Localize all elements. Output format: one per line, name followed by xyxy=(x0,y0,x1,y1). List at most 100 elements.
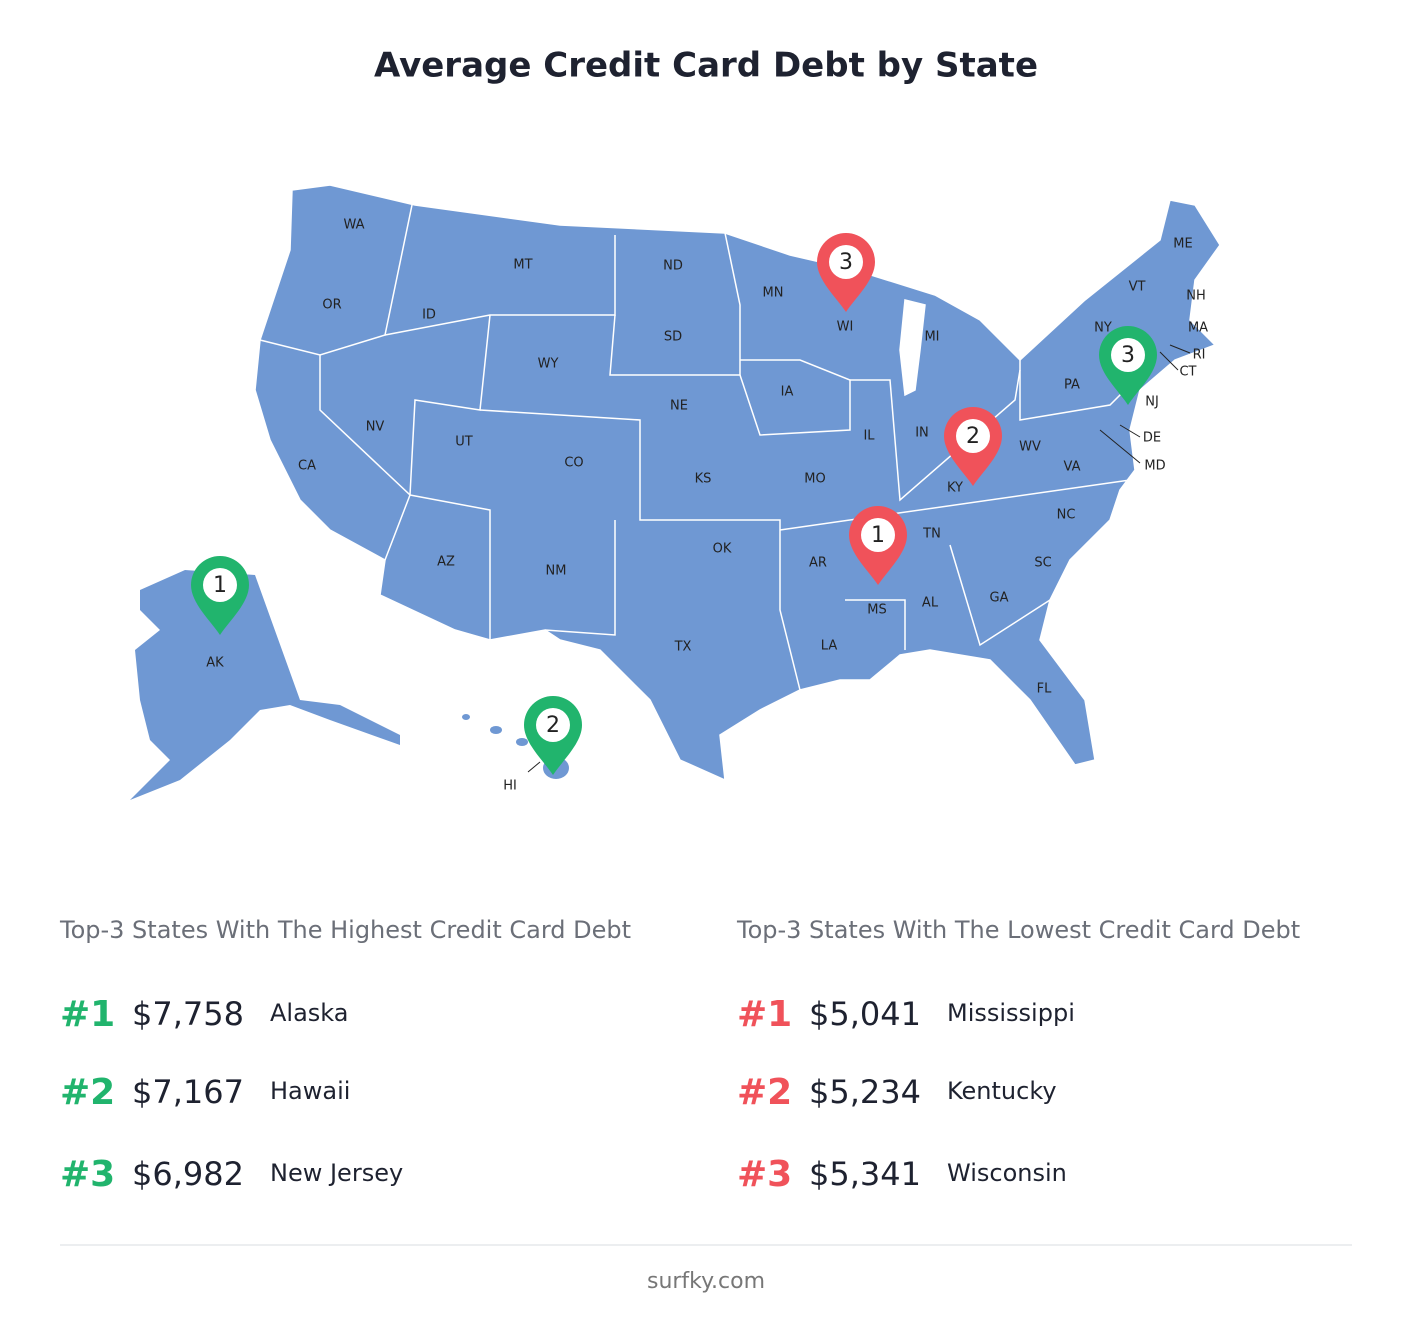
state-label: WA xyxy=(343,218,364,233)
state-label: MT xyxy=(513,258,532,273)
rank: #2 xyxy=(737,1072,792,1113)
leader-lines xyxy=(527,344,1191,773)
state-label: VA xyxy=(1064,460,1081,475)
state-label: WV xyxy=(1019,440,1041,455)
state-name: Hawaii xyxy=(270,1077,350,1105)
state-label: IA xyxy=(781,385,794,400)
state-label: KY xyxy=(947,481,963,496)
state-label: AR xyxy=(809,556,827,571)
state-label: TX xyxy=(674,640,692,655)
state-label: MS xyxy=(867,603,886,618)
leader xyxy=(1099,429,1141,464)
amount: $5,234 xyxy=(809,1073,921,1111)
state-label: MN xyxy=(763,286,784,301)
state-label: CA xyxy=(298,459,316,474)
pin-center xyxy=(861,518,895,552)
state-borders xyxy=(949,544,1051,647)
state-label: NH xyxy=(1186,289,1206,304)
list-heading: Top-3 States With The Lowest Credit Card… xyxy=(736,916,1300,944)
map-pin: 3 xyxy=(1099,326,1157,405)
pin-number: 2 xyxy=(546,713,560,738)
island xyxy=(462,714,470,720)
state-label: NC xyxy=(1057,508,1076,523)
state-label: ND xyxy=(663,259,683,274)
state-name: Kentucky xyxy=(947,1077,1057,1105)
state-label: NE xyxy=(670,399,688,414)
state-label: HI xyxy=(503,779,517,794)
state-name: New Jersey xyxy=(270,1159,403,1187)
leader xyxy=(527,761,541,773)
pin-center xyxy=(956,419,990,453)
state-label: NV xyxy=(366,420,385,435)
pin-number: 3 xyxy=(1121,343,1135,368)
state-name: Wisconsin xyxy=(947,1159,1067,1187)
state-borders xyxy=(409,494,491,640)
amount: $5,341 xyxy=(809,1155,921,1193)
pin-center xyxy=(203,568,237,602)
state-label: IL xyxy=(863,429,875,444)
pin-center xyxy=(536,708,570,742)
state-label: WI xyxy=(837,320,854,335)
pin-number: 2 xyxy=(966,424,980,449)
state-label: MI xyxy=(924,330,939,345)
state-borders xyxy=(409,314,491,496)
pin-number: 1 xyxy=(871,523,885,548)
state-label: VT xyxy=(1129,280,1146,295)
alaska xyxy=(130,570,400,800)
state-label: ME xyxy=(1173,237,1192,252)
leader xyxy=(1119,424,1141,438)
title: Average Credit Card Debt by State xyxy=(374,46,1038,86)
state-label: FL xyxy=(1037,682,1052,697)
state-name: Mississippi xyxy=(947,999,1075,1027)
state-label: OK xyxy=(713,542,732,557)
state-label: SD xyxy=(664,330,682,345)
state-label: WY xyxy=(538,357,559,372)
state-label: MD xyxy=(1144,459,1165,474)
island xyxy=(490,726,502,734)
state-label: MO xyxy=(804,472,825,487)
footer-source: surfky.com xyxy=(647,1269,765,1294)
state-label: UT xyxy=(455,435,473,450)
state-label: IN xyxy=(915,426,929,441)
state-label: OR xyxy=(322,298,341,313)
rank: #3 xyxy=(737,1154,792,1195)
rank: #2 xyxy=(60,1072,115,1113)
amount: $6,982 xyxy=(132,1155,244,1193)
rank: #1 xyxy=(737,994,792,1035)
state-label: CO xyxy=(564,456,583,471)
map-pin: 3 xyxy=(817,233,875,312)
state-label: NY xyxy=(1094,321,1112,336)
state-borders xyxy=(845,599,906,650)
state-label: KS xyxy=(695,472,712,487)
state-label: NJ xyxy=(1145,395,1159,410)
amount: $5,041 xyxy=(809,995,921,1033)
leader xyxy=(1159,351,1179,371)
state-label: AZ xyxy=(437,555,455,570)
map-pin: 1 xyxy=(191,555,250,635)
leader xyxy=(1169,344,1191,354)
amount: $7,167 xyxy=(132,1073,244,1111)
lake-michigan xyxy=(899,299,926,397)
state-borders xyxy=(479,409,801,691)
state-label: DE xyxy=(1143,431,1161,446)
state-borders xyxy=(779,479,1131,531)
state-borders xyxy=(384,235,616,336)
pin-number: 3 xyxy=(839,250,853,275)
rank: #3 xyxy=(60,1154,115,1195)
state-label: ID xyxy=(422,308,436,323)
state-borders xyxy=(319,355,411,561)
state-label: AK xyxy=(206,656,224,671)
state-borders xyxy=(850,369,1021,502)
map-pin: 2 xyxy=(524,696,582,775)
state-label: LA xyxy=(821,639,838,654)
state-label: MA xyxy=(1188,321,1208,336)
state-name: Alaska xyxy=(270,999,348,1027)
state-label: PA xyxy=(1064,378,1080,393)
state-label: CT xyxy=(1179,365,1196,380)
pin-center xyxy=(829,245,863,279)
map xyxy=(254,184,1221,782)
state-label: SC xyxy=(1034,556,1051,571)
state-borders xyxy=(739,359,851,436)
